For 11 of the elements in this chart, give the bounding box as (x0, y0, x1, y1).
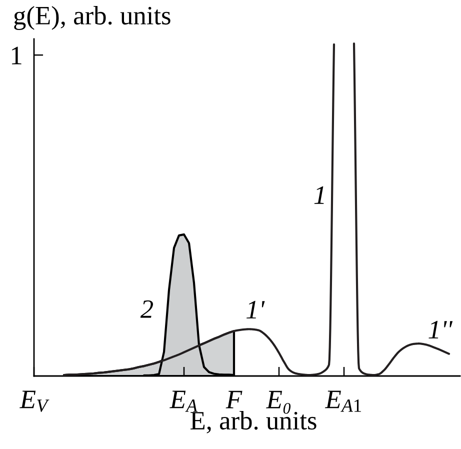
x-tick-label: F (226, 390, 242, 408)
x-tick-label: E$_{A}$ (170, 390, 198, 412)
series-label: 1 (314, 186, 324, 204)
y-axis-title: g(E), arb. units (14, 6, 170, 30)
annotation: 1'' (428, 320, 453, 338)
series-label: 2 (140, 300, 154, 318)
x-tick-label: E$_{V}$ (20, 390, 50, 412)
x-tick-label: E$_{A1}$ (324, 390, 362, 412)
annotation: 1' (246, 300, 265, 318)
x-axis-title: E, arb. units (190, 411, 316, 434)
x-tick-label: E₀ (266, 390, 291, 414)
